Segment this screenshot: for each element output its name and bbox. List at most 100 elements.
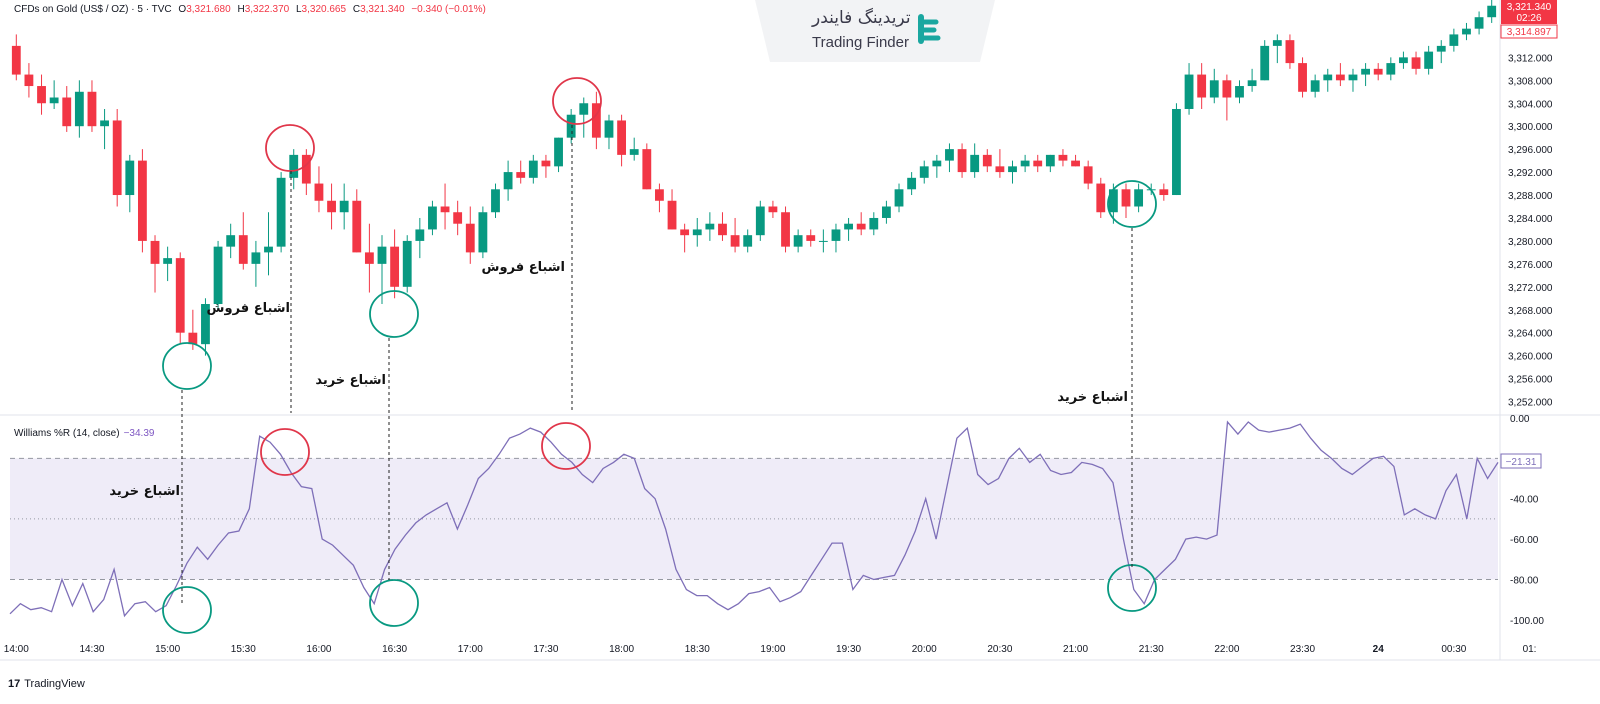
price-tick-label: 3,304.000 <box>1508 99 1553 110</box>
price-tick-label: 3,296.000 <box>1508 145 1553 156</box>
candle-up <box>894 189 904 207</box>
low-label: L <box>295 4 302 15</box>
wr-tick-label: -60.00 <box>1510 535 1539 546</box>
candle-up <box>932 160 942 167</box>
candle-down <box>327 200 336 213</box>
candle-up <box>1361 68 1371 75</box>
high-value: 3,322.370 <box>244 4 290 15</box>
candle-up <box>1474 17 1484 29</box>
annotation-label: اشباع خرید <box>1057 390 1128 405</box>
candle-up <box>579 103 589 115</box>
tradingview-name: TradingView <box>24 678 85 690</box>
candle-up <box>1209 80 1219 98</box>
candle-down <box>175 258 185 333</box>
candle-up <box>1247 80 1257 87</box>
price-tick-label: 3,308.000 <box>1508 76 1553 87</box>
candle-up <box>1272 40 1282 46</box>
candle-down <box>995 166 1005 173</box>
candle-up <box>1449 34 1459 46</box>
candle-up <box>289 154 299 178</box>
time-tick-label: 23:30 <box>1290 644 1315 655</box>
annotation-label: اشباع فروش <box>482 260 565 275</box>
time-tick-label: 20:30 <box>987 644 1012 655</box>
wr-tick-label: 0.00 <box>1510 414 1530 425</box>
open-label: O <box>178 4 187 15</box>
time-tick-label: 18:30 <box>685 644 710 655</box>
candle-up <box>428 206 437 230</box>
candle-up <box>554 137 563 167</box>
candle-up <box>377 246 387 264</box>
close-value: 3,321.340 <box>360 4 405 15</box>
candle-up <box>1260 45 1270 81</box>
candle-up <box>705 223 715 230</box>
candle-down <box>1197 74 1207 98</box>
price-tick-label: 3,280.000 <box>1508 237 1553 248</box>
low-value: 3,320.665 <box>301 4 347 15</box>
candle-down <box>718 223 727 236</box>
candle-down <box>541 160 551 167</box>
wr-value-tag <box>1500 453 1542 469</box>
candle-up <box>251 252 261 264</box>
time-tick-label: 16:30 <box>382 644 407 655</box>
wr-tick-label: -100.00 <box>1510 616 1544 627</box>
symbol-title[interactable]: CFDs on Gold (US$ / OZ) · 5 · TVC <box>14 4 172 15</box>
candle-up <box>415 229 425 241</box>
price-tick-label: 3,256.000 <box>1508 375 1553 386</box>
candle-up <box>226 235 236 247</box>
oversold-circle <box>369 290 419 338</box>
price-tick-label: 3,272.000 <box>1508 283 1553 294</box>
tradingview-brand[interactable]: 17 TradingView <box>8 678 85 690</box>
candle-up <box>1172 108 1181 196</box>
time-tick-label: 01: <box>1523 644 1537 655</box>
candle-down <box>24 74 34 87</box>
candle-up <box>402 240 412 287</box>
annotation-label: اشباع خرید <box>315 373 386 388</box>
candle-down <box>1096 183 1106 213</box>
indicator-value: −34.39 <box>123 428 155 439</box>
candle-up <box>844 223 853 230</box>
annotation-label: اشباع فروش <box>207 301 290 316</box>
candle-up <box>1487 5 1497 18</box>
candle-up <box>1323 74 1333 81</box>
price-tick-label: 3,312.000 <box>1508 53 1553 64</box>
price-tick-label: 3,260.000 <box>1508 352 1553 363</box>
price-tick-label: 3,252.000 <box>1508 398 1553 409</box>
change-value: −0.340 (−0.01%) <box>411 4 486 15</box>
price-tick-label: 3,292.000 <box>1508 168 1553 179</box>
candle-down <box>680 229 690 236</box>
candle-up <box>1424 51 1434 69</box>
wr-value-tag-text: −21.31 <box>1506 457 1537 468</box>
candle-down <box>1058 154 1068 161</box>
candle-down <box>617 120 627 155</box>
time-tick-label: 14:30 <box>79 644 104 655</box>
candle-down <box>1285 40 1295 64</box>
tradingview-logo-icon: 17 <box>8 678 21 690</box>
indicator-legend[interactable]: Williams %R (14, close) −34.39 <box>14 428 154 439</box>
candle-up <box>528 160 538 178</box>
candle-up <box>881 206 891 218</box>
candle-up <box>970 154 980 173</box>
candle-up <box>1436 45 1446 52</box>
candle-up <box>1399 57 1408 64</box>
candle-up <box>743 235 753 247</box>
candle-up <box>125 160 135 196</box>
candle-down <box>1071 160 1080 167</box>
oversold-circle <box>1107 180 1157 228</box>
time-tick-label: 19:00 <box>760 644 785 655</box>
overbought-circle <box>265 124 315 172</box>
candle-up <box>100 120 109 127</box>
candle-down <box>112 120 122 196</box>
candle-down <box>390 246 400 287</box>
price-tick-label: 3,300.000 <box>1508 122 1553 133</box>
candle-down <box>1121 189 1131 207</box>
candle-up <box>1348 74 1358 81</box>
price-tick-label: 3,268.000 <box>1508 306 1553 317</box>
overbought-circle <box>260 428 310 476</box>
candle-down <box>465 223 475 253</box>
time-tick-label: 19:30 <box>836 644 861 655</box>
candle-down <box>982 154 992 167</box>
candle-down <box>730 235 740 247</box>
candle-up <box>869 217 879 230</box>
